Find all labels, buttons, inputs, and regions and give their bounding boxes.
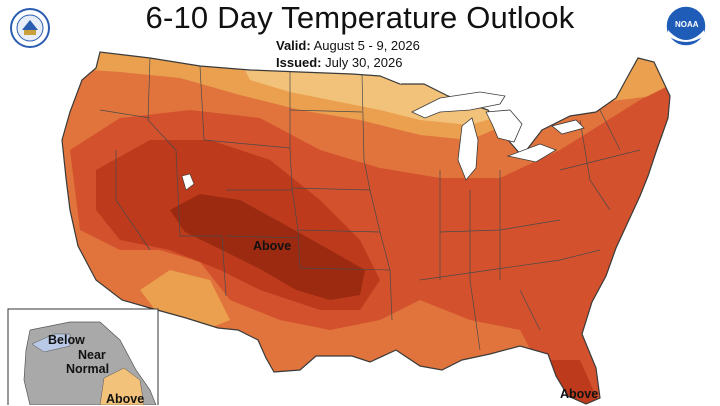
valid-label: Valid: (276, 38, 311, 53)
issued-date: July 30, 2026 (325, 55, 403, 70)
department-of-commerce-seal (10, 8, 50, 48)
issued-line: Issued: July 30, 2026 (276, 55, 402, 70)
label-conus-above: Above (253, 239, 292, 253)
issued-label: Issued: (276, 55, 322, 70)
noaa-logo-text: NOAA (675, 20, 699, 29)
label-alaska-above: Above (106, 392, 145, 406)
noaa-logo (665, 5, 707, 47)
label-alaska-normal: Normal (66, 362, 110, 376)
label-alaska-below: Below (48, 333, 85, 347)
canada-area (400, 0, 720, 100)
valid-dates: August 5 - 9, 2026 (313, 38, 420, 53)
great-lakes (411, 91, 585, 181)
alaska-inset (7, 308, 159, 405)
valid-line: Valid: August 5 - 9, 2026 (276, 38, 420, 53)
page-title: 6-10 Day Temperature Outlook (145, 0, 575, 35)
label-florida-above: Above (560, 387, 599, 401)
label-alaska-near: Near (78, 348, 106, 362)
state-boundaries (99, 57, 641, 351)
great-salt-lake (181, 173, 195, 191)
